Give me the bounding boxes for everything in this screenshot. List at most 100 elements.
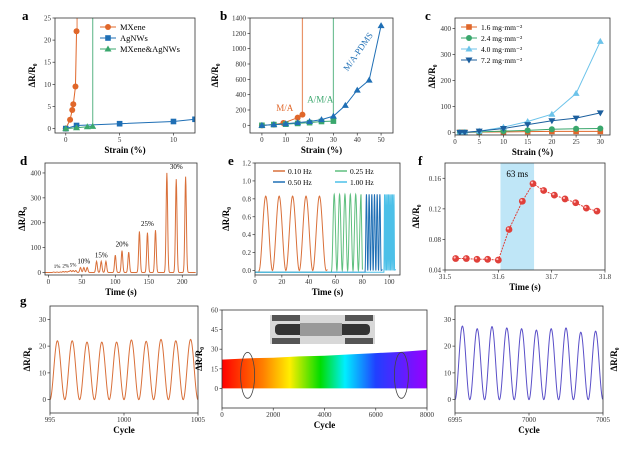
x-tick-label: 31.7 — [546, 273, 559, 281]
axes-frame — [254, 162, 401, 276]
data-point-highlight — [496, 257, 499, 261]
y-tick-label: 30 — [444, 316, 452, 324]
y-tick-label: 100 — [31, 244, 42, 252]
legend-label-2: 4.0 mg·mm⁻² — [481, 45, 523, 54]
y-tick-label: 100 — [441, 103, 452, 111]
series-line-0 — [65, 31, 78, 129]
y-tick-label: 15 — [44, 59, 52, 67]
data-point — [573, 125, 580, 132]
data-point — [572, 89, 580, 96]
x-tick-label: 7005 — [596, 416, 611, 424]
data-point-highlight — [594, 209, 598, 212]
y-tick-label: 300 — [441, 51, 452, 59]
x-axis-label: Time (s) — [105, 287, 137, 297]
chart-panel-b: 0 10 20 30 40 50 0 200 400 600 800 1000 1200 1400 Stra… — [210, 8, 394, 155]
data-point-highlight — [474, 257, 478, 260]
panel-label-c: c — [425, 8, 431, 23]
x-tick-label: 1000 — [117, 416, 132, 424]
y-tick-label: 400 — [236, 91, 247, 99]
x-tick-label: 30 — [330, 136, 338, 144]
axes-frame — [249, 17, 394, 134]
data-point — [377, 22, 385, 29]
x-tick-label: 20 — [548, 138, 556, 146]
data-point — [170, 118, 177, 125]
panel-label-d: d — [20, 153, 28, 168]
y-tick-label: 60 — [211, 307, 219, 315]
x-axis-label: Time (s) — [312, 287, 344, 297]
x-tick-label: 10 — [500, 138, 508, 146]
y-tick-label: 200 — [236, 107, 247, 115]
y-axis-label: ΔR/R₀ — [22, 347, 32, 371]
x-tick-label: 1005 — [191, 416, 206, 424]
stretched-region — [300, 323, 342, 336]
strain-label-0: 1% — [54, 265, 61, 270]
data-point — [593, 207, 601, 215]
y-tick-label: 0.08 — [429, 236, 442, 244]
y-tick-label: 0 — [448, 129, 452, 137]
y-axis-label: ΔR/R₀ — [221, 207, 231, 231]
data-point-highlight — [573, 200, 576, 203]
y-tick-label: 400 — [31, 169, 42, 177]
y-tick-label: 0.2 — [242, 249, 251, 257]
y-axis-label: ΔR/R₀ — [17, 207, 27, 231]
signal-line — [50, 338, 198, 401]
data-point — [89, 122, 97, 129]
x-tick-label: 31.5 — [439, 273, 452, 281]
x-axis-label: Strain (%) — [512, 147, 553, 157]
x-tick-label: 100 — [384, 278, 395, 286]
data-point — [550, 191, 558, 199]
data-point — [270, 121, 278, 128]
data-point — [540, 187, 548, 194]
plot-area — [50, 338, 198, 401]
x-tick-label: 0 — [260, 136, 264, 144]
y-tick-label: 0.4 — [242, 231, 251, 239]
x-tick-label: 20 — [306, 136, 314, 144]
chart-panel-g3: 6995 7000 7005 0 10 20 30 Cycle ΔR/R₀ — [444, 305, 619, 435]
plot-area — [258, 18, 385, 129]
data-point — [69, 107, 76, 113]
data-point-highlight — [464, 256, 467, 259]
y-tick-label: 0 — [243, 122, 247, 130]
plot-area — [62, 18, 195, 132]
cyclic-signal-area — [222, 349, 427, 389]
y-tick-label: 600 — [236, 76, 247, 84]
plot-area — [452, 163, 601, 270]
chart-panel-g1: 995 1000 1005 0 10 20 30 Cycle ΔR/R₀ g — [20, 293, 206, 435]
data-point-highlight — [541, 188, 544, 191]
series-line-3 — [255, 194, 397, 273]
data-point — [341, 101, 349, 108]
axes-frame — [49, 305, 199, 414]
data-point — [524, 122, 532, 129]
data-point — [67, 116, 74, 123]
x-tick-label: 150 — [144, 278, 155, 286]
x-tick-label: 0 — [64, 136, 68, 144]
x-tick-label: 15 — [524, 138, 532, 146]
strain-label-1: 2% — [62, 265, 69, 270]
strain-label-7: 30% — [170, 163, 183, 171]
y-tick-label: 0.16 — [429, 175, 442, 183]
data-point — [452, 255, 460, 262]
highlight-ellipse-0 — [240, 351, 256, 399]
series-label-m-a-pdms: M/A-PDMS — [341, 31, 375, 73]
strain-label-4: 15% — [95, 251, 108, 259]
y-axis-label: ΔR/R₀ — [609, 347, 619, 371]
y-axis-label: ΔR/R₀ — [427, 64, 437, 88]
x-tick-label: 0 — [220, 411, 224, 419]
data-point — [473, 255, 481, 263]
data-point — [116, 120, 123, 127]
y-tick-label: 0 — [43, 396, 47, 404]
data-point — [294, 119, 302, 126]
highlight-band — [500, 163, 535, 270]
data-point — [596, 37, 604, 44]
x-axis-label: Cycle — [314, 420, 336, 430]
data-point — [572, 199, 580, 207]
clamp-left-bottom — [272, 338, 300, 344]
y-tick-label: 10 — [44, 81, 52, 89]
x-tick-label: 200 — [177, 278, 188, 286]
data-point — [484, 255, 492, 263]
x-tick-label: 5 — [477, 138, 481, 146]
legend-label-3: 7.2 mg·mm⁻² — [481, 56, 523, 65]
x-axis-label: Strain (%) — [104, 145, 145, 155]
strain-label-2: 5% — [70, 264, 77, 269]
